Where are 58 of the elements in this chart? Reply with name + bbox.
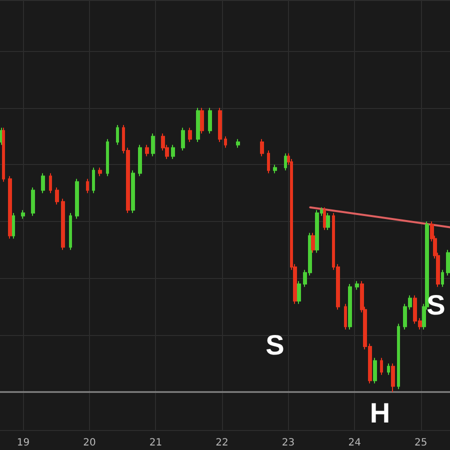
candlestick xyxy=(8,176,12,240)
candlestick xyxy=(387,363,390,376)
candlestick xyxy=(326,212,330,231)
candlestick xyxy=(145,144,149,157)
candlestick xyxy=(138,144,142,177)
x-tick-label: 23 xyxy=(282,438,295,448)
candlestick xyxy=(355,280,359,290)
candlestick xyxy=(131,170,135,214)
x-tick-label: 19 xyxy=(16,438,30,448)
x-tick-label: 25 xyxy=(414,438,428,448)
candlestick xyxy=(236,138,240,148)
candlestick xyxy=(391,363,395,392)
candlestick xyxy=(75,178,79,220)
candlestick xyxy=(397,323,400,390)
candlestick xyxy=(86,178,89,194)
candlestick xyxy=(181,127,185,152)
candlestick xyxy=(171,144,175,160)
x-tick-label: 22 xyxy=(216,438,228,448)
candlestick xyxy=(41,172,45,194)
candlestick xyxy=(218,107,222,143)
x-tick-label: 20 xyxy=(83,438,96,448)
candlestick xyxy=(284,152,287,171)
candlestick xyxy=(208,107,212,134)
candlestick xyxy=(373,357,377,384)
candlestick xyxy=(260,138,264,157)
x-tick-label: 24 xyxy=(348,438,361,448)
candlestick xyxy=(55,186,59,205)
candlestick xyxy=(188,127,192,143)
candlestick xyxy=(441,269,444,288)
candlestick xyxy=(224,136,227,148)
candlestick xyxy=(106,138,109,177)
annotation: S xyxy=(426,290,446,320)
candlestick xyxy=(12,212,15,240)
candlestick xyxy=(196,107,200,143)
x-tick-label: 21 xyxy=(149,438,162,448)
candlestick xyxy=(311,232,315,254)
candlestick xyxy=(446,249,450,276)
text: H xyxy=(370,398,390,428)
candlestick xyxy=(297,280,301,304)
candlestick xyxy=(200,107,204,134)
candlestick xyxy=(21,210,25,220)
candlestick xyxy=(323,206,326,231)
candlestick xyxy=(92,167,95,194)
candlestick xyxy=(49,172,52,194)
candlestick xyxy=(267,150,270,174)
candlestick xyxy=(151,132,155,157)
annotation: S xyxy=(266,330,284,360)
candlestick xyxy=(2,127,5,182)
candlestick xyxy=(98,167,102,177)
candlestick xyxy=(344,303,347,330)
candlestick xyxy=(348,284,352,330)
candlestick xyxy=(69,212,72,250)
candlestick xyxy=(273,164,277,174)
candlestick xyxy=(116,124,119,146)
candlestick xyxy=(380,357,383,376)
candlestick xyxy=(61,198,65,250)
candlestick xyxy=(31,186,35,216)
candlestick xyxy=(315,210,319,254)
